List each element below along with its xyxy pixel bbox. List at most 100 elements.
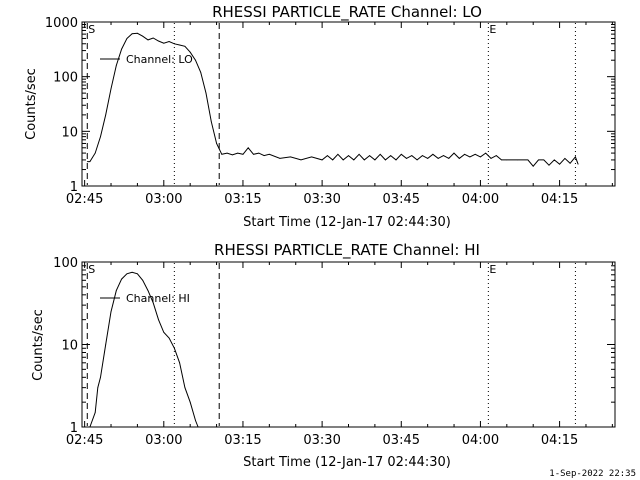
data-point	[564, 158, 566, 159]
data-point	[448, 158, 450, 159]
x-tick-label: 04:00	[462, 192, 499, 207]
data-point	[480, 156, 481, 158]
data-point	[100, 136, 101, 138]
data-point	[390, 155, 392, 157]
data-point	[532, 165, 534, 167]
x-tick-label: 03:45	[383, 192, 420, 207]
data-point	[263, 155, 265, 157]
chart-title-lo: RHESSI PARTICLE_RATE Channel: LO	[212, 3, 482, 22]
data-point	[86, 161, 88, 163]
data-point	[553, 159, 555, 161]
data-point	[221, 153, 223, 155]
data-point	[100, 376, 101, 378]
x-tick-label: 02:45	[66, 433, 103, 448]
x-tick-label: 03:30	[303, 433, 340, 448]
legend-lo: Channel: LO	[100, 53, 193, 66]
data-point	[163, 332, 165, 333]
data-point	[142, 279, 144, 281]
data-point	[527, 159, 529, 161]
data-point	[363, 159, 365, 161]
data-point	[189, 51, 191, 53]
data-point	[495, 155, 497, 157]
data-point	[147, 290, 149, 291]
data-point	[152, 302, 154, 304]
data-point	[327, 155, 328, 157]
data-point	[94, 412, 96, 413]
data-point	[126, 38, 128, 39]
data-point	[464, 153, 465, 155]
data-point	[168, 337, 170, 339]
marker-label-0: S	[88, 263, 95, 276]
data-point	[268, 153, 270, 155]
marker-label-3: E	[489, 263, 496, 276]
data-point	[279, 158, 281, 159]
data-point	[406, 158, 407, 159]
data-point	[184, 387, 186, 388]
data-point	[115, 290, 117, 291]
y-tick-label: 100	[53, 71, 78, 86]
data-point	[232, 154, 233, 156]
data-point	[337, 153, 339, 155]
y-tick-label: 100	[53, 256, 78, 271]
data-point	[374, 159, 376, 161]
data-point	[253, 153, 254, 155]
data-point	[427, 158, 429, 159]
data-point	[195, 59, 196, 61]
x-tick-label: 03:00	[145, 433, 182, 448]
data-point	[538, 159, 539, 161]
data-point	[443, 155, 444, 157]
data-point	[575, 156, 576, 158]
data-point	[501, 159, 502, 161]
data-point	[110, 311, 112, 313]
data-point	[189, 401, 191, 403]
legend-label-lo: Channel: LO	[126, 53, 193, 66]
data-point	[400, 153, 402, 155]
data-point	[453, 152, 455, 154]
data-point	[342, 159, 344, 161]
data-point	[311, 156, 312, 158]
legend-label-hi: Channel: HI	[126, 292, 190, 305]
data-point	[517, 159, 518, 161]
data-point	[126, 273, 128, 275]
panel-hi: RHESSI PARTICLE_RATE Channel: HI Counts/…	[31, 241, 616, 470]
data-point	[543, 159, 545, 161]
data-point	[205, 92, 207, 94]
data-point	[385, 159, 386, 161]
data-point	[105, 344, 107, 345]
data-point	[548, 164, 550, 166]
data-point	[411, 155, 413, 157]
data-point	[474, 153, 476, 155]
data-point	[97, 387, 99, 388]
data-point	[158, 40, 159, 42]
series-group-lo	[86, 32, 579, 167]
x-tick-label: 03:00	[145, 192, 182, 207]
y-tick-label: 1	[70, 421, 78, 436]
data-point	[152, 37, 154, 39]
y-axis-label-lo: Counts/sec	[24, 68, 39, 140]
axis-ticks-hi: 02:45 03:00 03:15 03:30 03:45 04:00 04:15 1 10 10…	[53, 256, 615, 448]
series-group-hi	[89, 271, 199, 428]
data-point	[94, 152, 96, 154]
x-tick-label: 02:45	[66, 192, 103, 207]
data-point	[174, 43, 175, 45]
data-point	[89, 161, 91, 163]
x-tick-label: 03:45	[383, 433, 420, 448]
y-axis-label-hi: Counts/sec	[31, 309, 46, 381]
data-point	[506, 159, 508, 161]
data-point	[458, 158, 460, 159]
data-point	[348, 155, 349, 157]
data-point	[179, 44, 181, 46]
data-point	[490, 158, 492, 159]
data-point	[469, 156, 471, 158]
data-point	[147, 39, 149, 41]
y-tick-label: 10	[61, 125, 78, 140]
data-point	[353, 159, 355, 161]
x-tick-label: 03:30	[303, 192, 340, 207]
data-point	[247, 147, 249, 149]
data-point	[210, 121, 212, 123]
x-axis-label-hi: Start Time (12-Jan-17 02:44:30)	[243, 455, 451, 470]
data-point	[358, 153, 360, 155]
data-point	[197, 426, 199, 428]
